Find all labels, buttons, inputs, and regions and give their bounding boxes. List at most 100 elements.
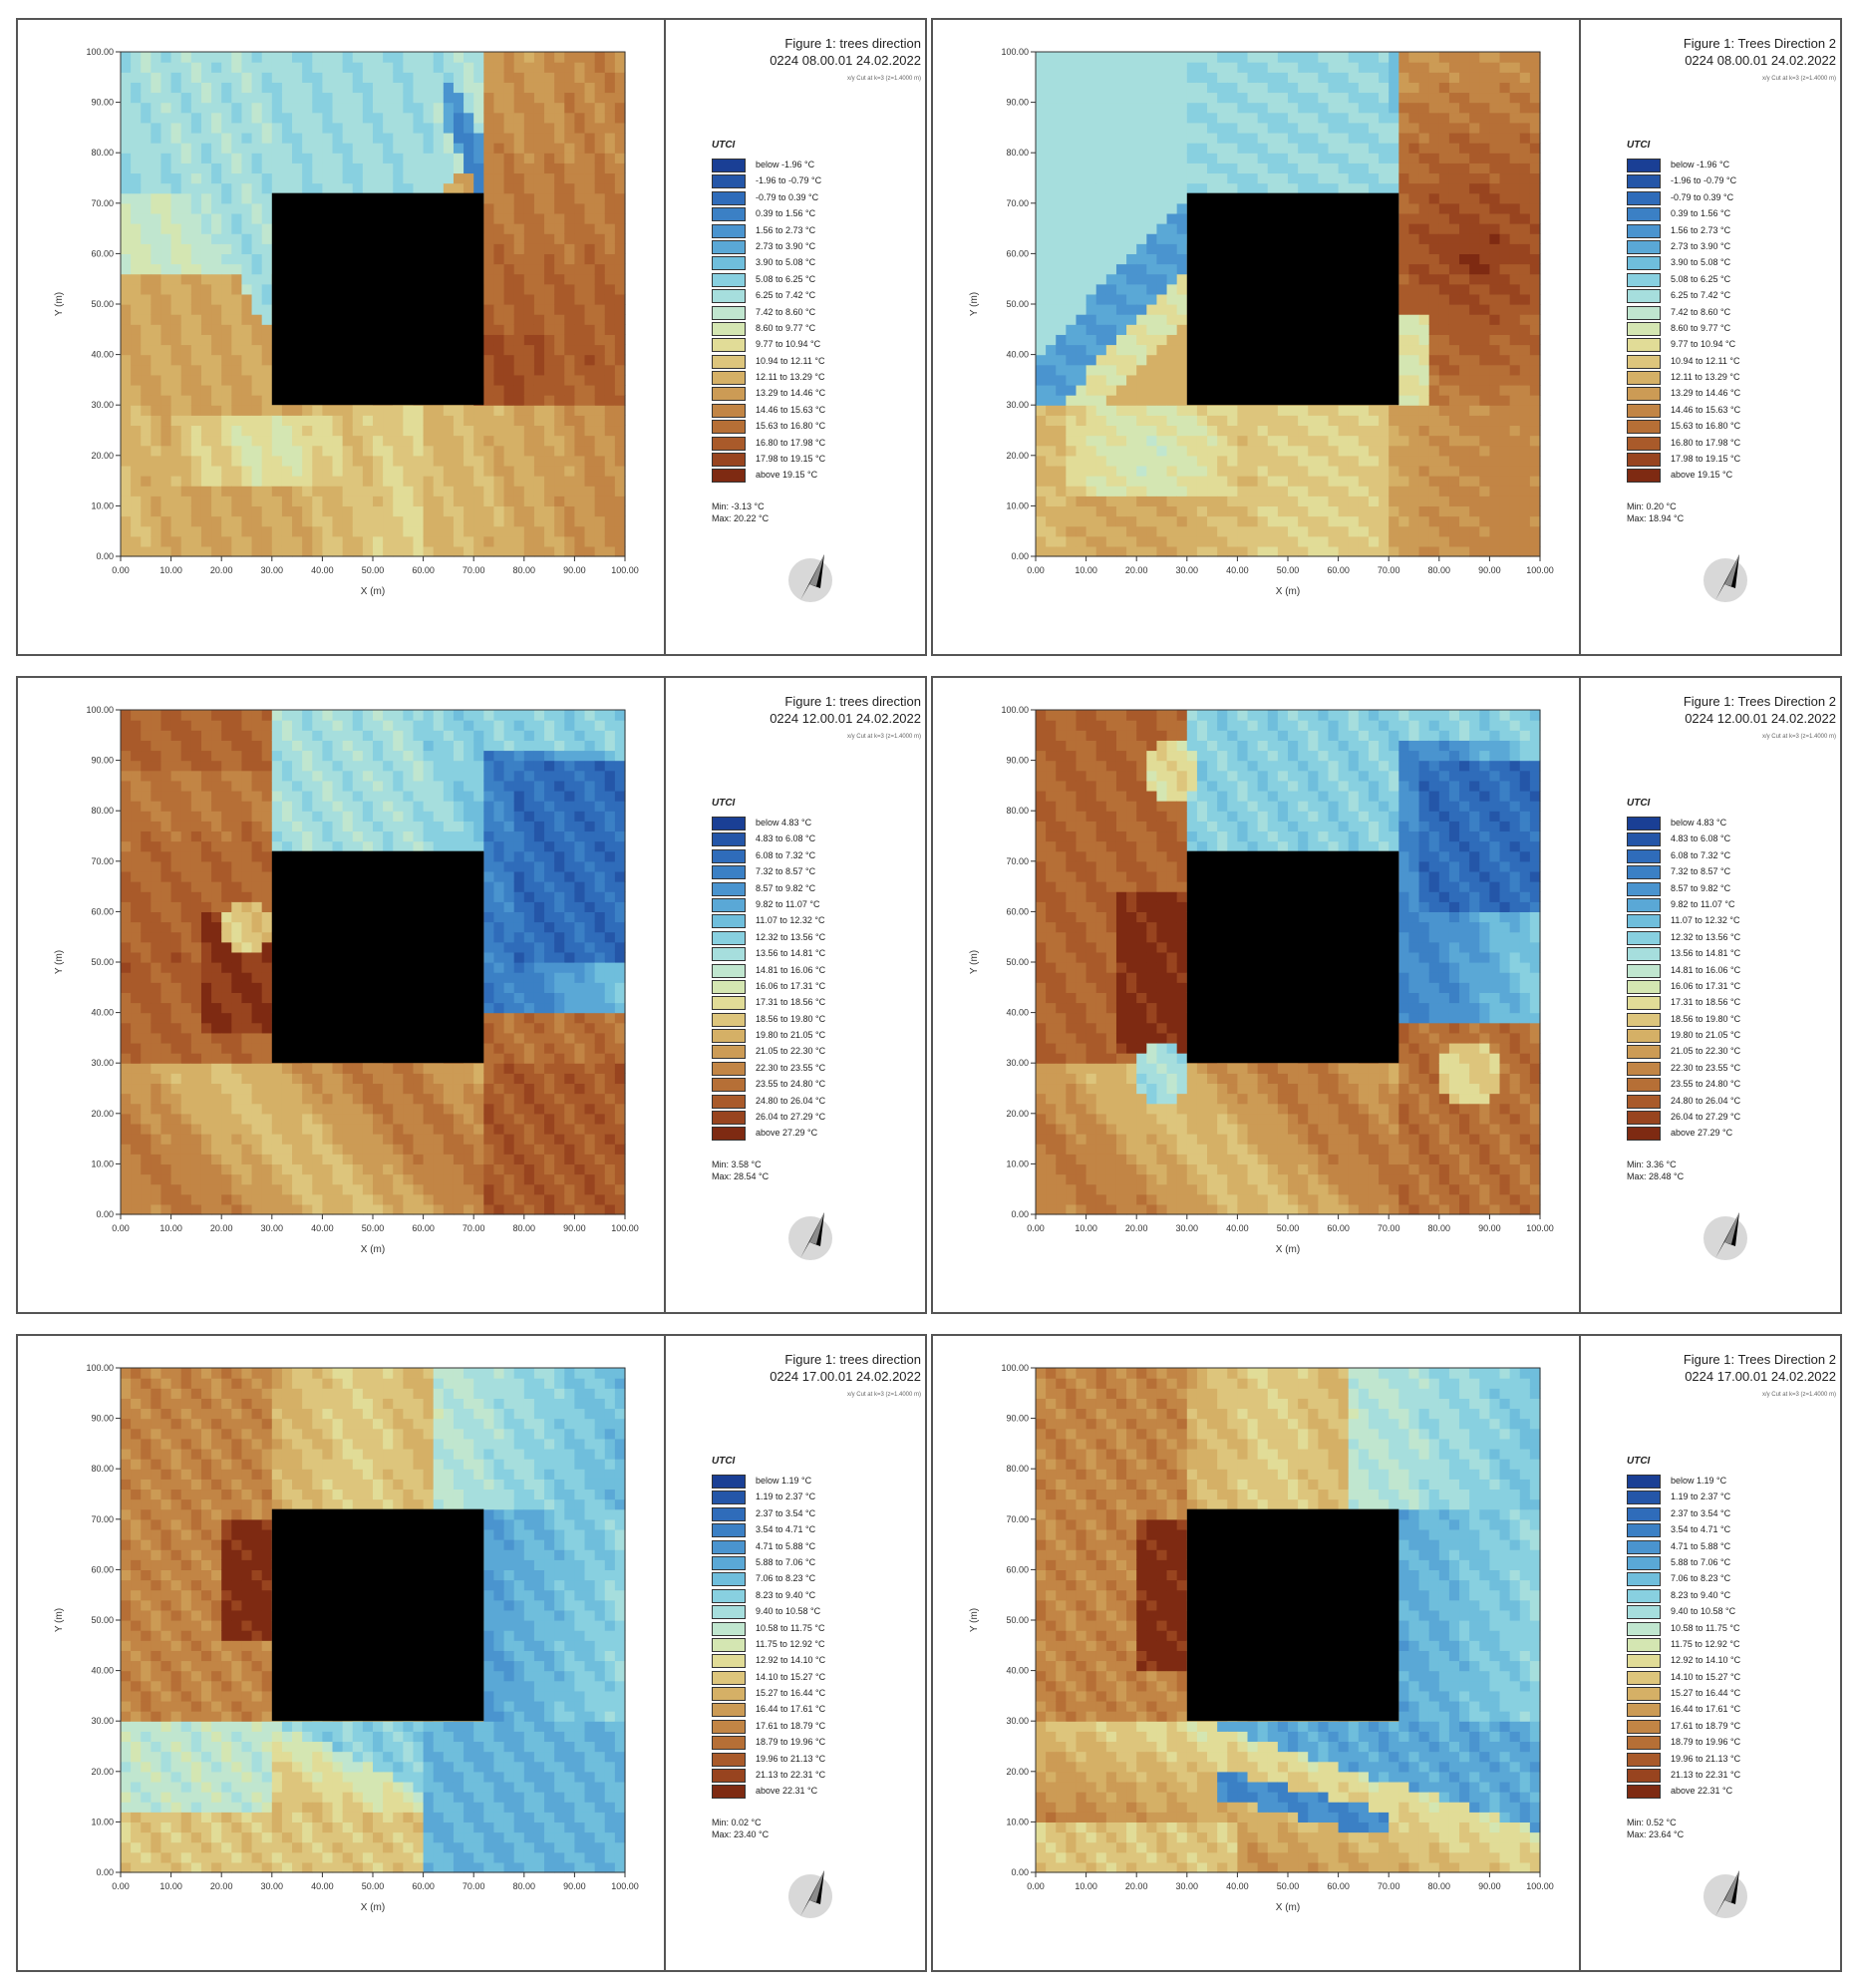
heatmap-cell xyxy=(574,415,586,427)
heatmap-cell xyxy=(231,354,243,366)
heatmap-cell xyxy=(1126,395,1137,406)
heatmap-cell xyxy=(1156,223,1168,234)
heatmap-cell xyxy=(1095,153,1107,164)
heatmap-cell xyxy=(1105,192,1117,204)
heatmap-cell xyxy=(1166,496,1178,506)
heatmap-cell xyxy=(1076,143,1087,154)
heatmap-cell xyxy=(584,535,596,547)
heatmap-cell xyxy=(221,283,232,295)
heatmap-cell xyxy=(443,425,455,437)
heatmap-cell xyxy=(1428,545,1440,557)
heatmap-cell xyxy=(503,314,515,325)
heatmap-cell xyxy=(1257,182,1269,194)
heatmap-cell xyxy=(443,476,455,487)
heatmap-cell xyxy=(1237,102,1249,114)
heatmap-cell xyxy=(211,304,222,315)
heatmap-cell xyxy=(554,515,565,527)
heatmap-cell xyxy=(170,364,182,376)
heatmap-cell xyxy=(453,486,464,497)
heatmap-cell xyxy=(1247,476,1259,487)
heatmap-cell xyxy=(413,525,425,537)
heatmap-cell xyxy=(1146,212,1158,224)
heatmap-cell xyxy=(1237,445,1249,457)
heatmap-cell xyxy=(1288,172,1299,184)
heatmap-cell xyxy=(464,132,474,144)
heatmap-cell xyxy=(180,223,192,234)
heatmap-cell xyxy=(1227,52,1238,63)
heatmap-cell xyxy=(1066,415,1078,427)
heatmap-cell xyxy=(503,192,515,204)
heatmap-cell xyxy=(1095,395,1107,406)
heatmap-cell xyxy=(1146,92,1158,104)
heatmap-cell xyxy=(403,72,415,83)
heatmap-cell xyxy=(1368,62,1380,73)
heatmap-cell xyxy=(1176,293,1188,305)
heatmap-cell xyxy=(584,415,596,427)
heatmap-cell xyxy=(1459,395,1470,406)
heatmap-cell xyxy=(574,233,586,244)
heatmap-cell xyxy=(251,172,263,184)
heatmap-cell xyxy=(180,112,192,124)
heatmap-cell xyxy=(503,143,515,154)
heatmap-cell xyxy=(200,52,212,63)
heatmap-cell xyxy=(302,435,313,447)
heatmap-cell xyxy=(1076,233,1087,244)
heatmap-cell xyxy=(1277,405,1289,416)
heatmap-cell xyxy=(221,304,232,315)
heatmap-cell xyxy=(1126,212,1137,224)
heatmap-cell xyxy=(1066,233,1078,244)
heatmap-cell xyxy=(373,172,384,184)
heatmap-cell xyxy=(141,314,152,325)
heatmap-cell xyxy=(574,243,586,254)
heatmap-cell xyxy=(574,202,586,214)
heatmap-cell xyxy=(554,334,565,346)
legend-swatch xyxy=(712,321,746,336)
heatmap-cell xyxy=(1479,314,1490,325)
heatmap-cell xyxy=(453,545,464,557)
heatmap-cell xyxy=(584,374,596,386)
heatmap-cell xyxy=(594,273,606,285)
heatmap-cell xyxy=(1398,182,1410,194)
heatmap-cell xyxy=(1448,415,1460,427)
heatmap-cell xyxy=(1368,476,1380,487)
heatmap-cell xyxy=(523,143,535,154)
heatmap-cell xyxy=(261,153,273,164)
heatmap-cell xyxy=(151,405,162,416)
heatmap-cell xyxy=(352,535,364,547)
heatmap-cell xyxy=(121,405,132,416)
heatmap-cell xyxy=(1379,153,1390,164)
heatmap-cell xyxy=(211,364,222,376)
heatmap-cell xyxy=(160,72,172,83)
heatmap-cell xyxy=(1267,182,1279,194)
heatmap-cell xyxy=(473,415,484,427)
heatmap-cell xyxy=(1328,143,1340,154)
heatmap-cell xyxy=(1247,102,1259,114)
heatmap-cell xyxy=(1105,445,1117,457)
heatmap-cell xyxy=(221,425,232,437)
heatmap-cell xyxy=(271,82,283,94)
heatmap-cell xyxy=(393,465,404,477)
heatmap-cell xyxy=(362,62,374,73)
heatmap-cell xyxy=(141,395,152,406)
heatmap-cell xyxy=(1207,182,1218,194)
heatmap-cell xyxy=(342,525,354,537)
heatmap-cell xyxy=(503,374,515,386)
heatmap-cell xyxy=(383,465,394,477)
heatmap-cell xyxy=(1085,202,1097,214)
heatmap-cell xyxy=(1288,486,1299,497)
heatmap-cell xyxy=(1247,132,1259,144)
heatmap-cell xyxy=(1438,163,1450,174)
heatmap-cell xyxy=(322,62,334,73)
heatmap-cell xyxy=(281,52,293,63)
heatmap-cell xyxy=(121,163,132,174)
heatmap-cell xyxy=(574,92,586,104)
heatmap-cell xyxy=(1398,253,1410,265)
heatmap-cell xyxy=(1115,395,1127,406)
heatmap-cell xyxy=(211,344,222,356)
heatmap-cell xyxy=(200,425,212,437)
heatmap-cell xyxy=(151,253,162,265)
heatmap-cell xyxy=(483,415,495,427)
heatmap-cell xyxy=(1499,153,1511,164)
heatmap-cell xyxy=(383,72,394,83)
heatmap-cell xyxy=(1056,283,1067,295)
